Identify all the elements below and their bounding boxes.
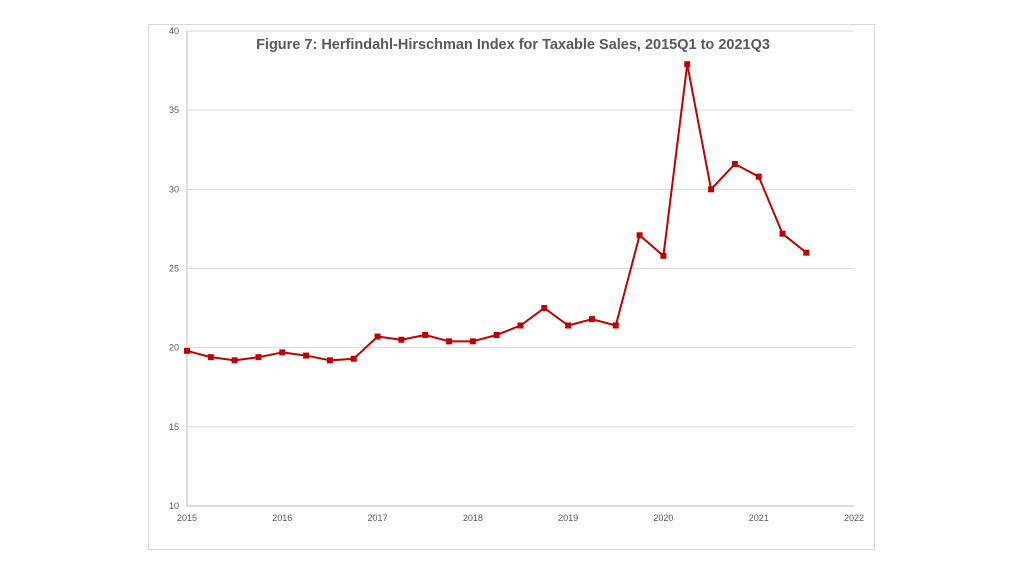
data-point-marker — [565, 322, 572, 329]
y-tick-label: 25 — [169, 264, 179, 274]
chart-frame: 10 15 20 25 30 35 40 2015 2016 2017 2018 2019 2020 2… — [148, 24, 875, 550]
x-tick-label: 2017 — [368, 513, 388, 523]
gridlines — [187, 30, 854, 428]
data-point-marker — [326, 357, 333, 364]
data-point-marker — [660, 252, 667, 259]
data-point-marker — [231, 357, 238, 364]
y-tick-label: 40 — [169, 26, 179, 36]
y-tick-label: 10 — [169, 501, 179, 511]
y-tick-label: 30 — [169, 184, 179, 194]
data-point-marker — [779, 230, 786, 237]
y-tick-label: 35 — [169, 105, 179, 115]
series-line-0 — [186, 63, 807, 362]
data-point-marker — [374, 333, 381, 340]
data-point-marker — [684, 61, 691, 68]
data-point-marker — [636, 232, 643, 239]
data-point-marker — [446, 338, 453, 345]
data-point-marker — [279, 349, 286, 356]
x-tick-label: 2016 — [272, 513, 292, 523]
series-layer — [184, 61, 810, 364]
x-tick-label: 2021 — [749, 513, 769, 523]
x-tick-label: 2022 — [844, 513, 864, 523]
data-point-marker — [422, 332, 429, 338]
chart-title: Figure 7: Herfindahl-Hirschman Index for… — [256, 37, 770, 53]
x-tick-label: 2019 — [558, 513, 578, 523]
data-point-marker — [612, 322, 619, 329]
data-point-marker — [303, 352, 310, 359]
data-point-marker — [517, 322, 524, 329]
data-point-marker — [708, 186, 715, 193]
data-point-marker — [493, 332, 500, 338]
y-tick-label: 15 — [169, 422, 179, 432]
x-tick-label: 2015 — [177, 513, 197, 523]
x-tick-labels: 2015 2016 2017 2018 2019 2020 2021 2022 — [177, 513, 864, 523]
data-point-marker — [541, 305, 548, 312]
y-tick-labels: 10 15 20 25 30 35 40 — [169, 26, 179, 511]
data-point-marker — [350, 355, 357, 362]
x-tick-label: 2020 — [653, 513, 673, 523]
data-point-marker — [398, 336, 405, 343]
data-point-marker — [731, 161, 738, 167]
data-point-marker — [588, 316, 595, 323]
axes — [186, 31, 854, 507]
data-point-marker — [255, 354, 262, 361]
data-point-marker — [184, 347, 190, 354]
data-point-marker — [469, 338, 476, 345]
y-tick-label: 20 — [169, 343, 179, 353]
data-point-marker — [755, 173, 762, 180]
x-tick-label: 2018 — [463, 513, 483, 523]
data-point-marker — [803, 249, 810, 256]
data-point-marker — [207, 354, 214, 361]
